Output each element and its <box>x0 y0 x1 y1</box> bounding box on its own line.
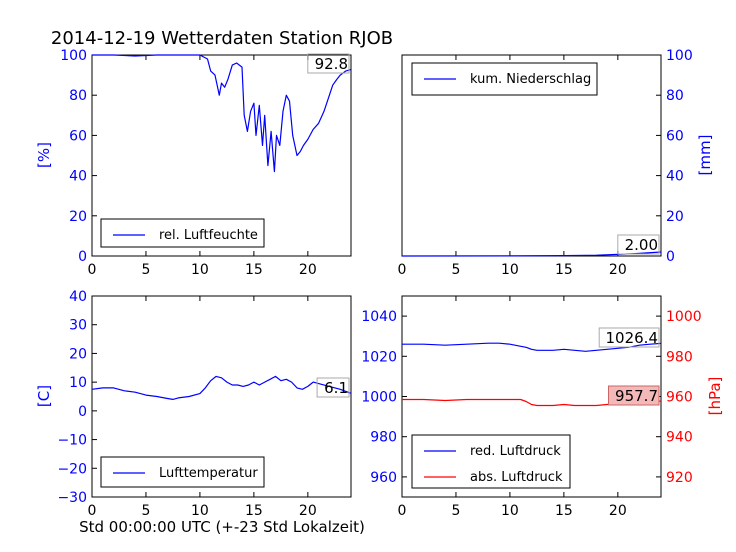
precipitation-y-tick-label: 20 <box>666 209 684 225</box>
temperature-legend-label: Lufttemperatur <box>159 466 258 481</box>
precipitation-x-tick-label: 15 <box>555 262 573 278</box>
humidity-legend-label: rel. Luftfeuchte <box>159 228 258 243</box>
temperature-x-tick-label: 5 <box>141 503 150 519</box>
precipitation-value-annotation: 2.00 <box>625 236 658 254</box>
pressure-abs-value-annotation: 957.7 <box>615 387 658 405</box>
humidity-x-tick-label: 10 <box>191 262 209 278</box>
humidity-x-tick-label: 20 <box>299 262 317 278</box>
x-axis-label: Std 00:00:00 UTC (+-23 Std Lokalzeit) <box>79 518 365 536</box>
temperature-y-tick-label: 10 <box>69 375 87 391</box>
humidity-y-tick-label: 40 <box>69 169 87 185</box>
figure-title: 2014-12-19 Wetterdaten Station RJOB <box>51 28 393 49</box>
temperature-y-tick-label: 0 <box>78 404 87 420</box>
pressure-right-y-tick-label: 1000 <box>666 309 702 325</box>
pressure-left-y-tick-label: 960 <box>370 470 397 486</box>
temperature-series-line <box>91 375 352 400</box>
humidity-y-tick-label: 0 <box>78 249 87 265</box>
precipitation-y-tick-label: 80 <box>666 88 684 104</box>
pressure-red-value-annotation: 1026.4 <box>606 329 659 347</box>
humidity-y-tick-label: 60 <box>69 128 87 144</box>
temperature-y-tick-label: 30 <box>69 318 87 334</box>
pressure-x-tick-label: 5 <box>451 503 460 519</box>
pressure-legend-label: red. Luftdruck <box>470 444 561 459</box>
precipitation-y-tick-label: 0 <box>666 249 675 265</box>
pressure-left-y-tick-label: 1040 <box>361 309 397 325</box>
precipitation-x-tick-label: 5 <box>451 262 460 278</box>
temperature-x-tick-label: 15 <box>245 503 263 519</box>
humidity-y-tick-label: 100 <box>60 48 87 64</box>
precipitation-legend-label: kum. Niederschlag <box>470 72 591 87</box>
temperature-x-tick-label: 0 <box>88 503 97 519</box>
temperature-x-tick-label: 10 <box>191 503 209 519</box>
pressure-x-tick-label: 20 <box>609 503 627 519</box>
precipitation-y-tick-label: 100 <box>666 48 693 64</box>
pressure-right-y-tick-label: 940 <box>666 430 693 446</box>
temperature-legend-box <box>100 456 265 488</box>
pressure-left-y-tick-label: 1000 <box>361 390 397 406</box>
temperature-y-tick-label: 40 <box>69 289 87 305</box>
precipitation-x-tick-label: 20 <box>609 262 627 278</box>
humidity-plot-frame <box>91 54 352 257</box>
pressure-right-y-tick-label: 980 <box>666 349 693 365</box>
precipitation-value-annotation-box <box>617 234 660 255</box>
pressure-right-y-tick-label: 920 <box>666 470 693 486</box>
temperature-x-tick-label: 20 <box>299 503 317 519</box>
pressure-left-y-tick-label: 1020 <box>361 349 397 365</box>
precipitation-y-tick-label: 60 <box>666 128 684 144</box>
precipitation-x-tick-label: 0 <box>398 262 407 278</box>
temperature-y-tick-label: −20 <box>57 461 87 477</box>
pressure-legend-box <box>411 434 571 489</box>
temperature-y-tick-label: 20 <box>69 346 87 362</box>
humidity-y-axis-label: [%] <box>35 142 53 168</box>
humidity-value-annotation-box <box>307 53 350 74</box>
humidity-x-tick-label: 5 <box>141 262 150 278</box>
humidity-x-tick-label: 15 <box>245 262 263 278</box>
humidity-value-annotation: 92.8 <box>315 55 348 73</box>
pressure-abs-value-annotation-box <box>608 385 660 406</box>
temperature-value-annotation-box <box>316 377 350 398</box>
temperature-plot-frame <box>91 295 352 498</box>
humidity-legend-box <box>100 218 265 248</box>
pressure-legend-label: abs. Luftdruck <box>470 470 563 485</box>
pressure-red-value-annotation-box <box>598 327 660 348</box>
precipitation-y-axis-label: [mm] <box>696 135 714 176</box>
pressure-x-tick-label: 15 <box>555 503 573 519</box>
temperature-y-tick-label: −10 <box>57 433 87 449</box>
humidity-x-tick-label: 0 <box>88 262 97 278</box>
pressure-right-y-tick-label: 960 <box>666 390 693 406</box>
temperature-y-tick-label: −30 <box>57 490 87 506</box>
pressure-left-y-tick-label: 980 <box>370 430 397 446</box>
precipitation-y-tick-label: 40 <box>666 169 684 185</box>
pressure-x-tick-label: 0 <box>398 503 407 519</box>
humidity-y-tick-label: 20 <box>69 209 87 225</box>
precipitation-series-line <box>401 251 662 257</box>
temperature-value-annotation: 6.1 <box>324 379 348 397</box>
temperature-y-axis-label: [C] <box>35 385 53 407</box>
pressure-red-series-line <box>402 342 662 352</box>
pressure-y-axis-label: [hPa] <box>706 377 724 416</box>
precipitation-x-tick-label: 10 <box>501 262 519 278</box>
humidity-y-tick-label: 80 <box>69 88 87 104</box>
humidity-series-line <box>92 54 352 173</box>
pressure-x-tick-label: 10 <box>501 503 519 519</box>
